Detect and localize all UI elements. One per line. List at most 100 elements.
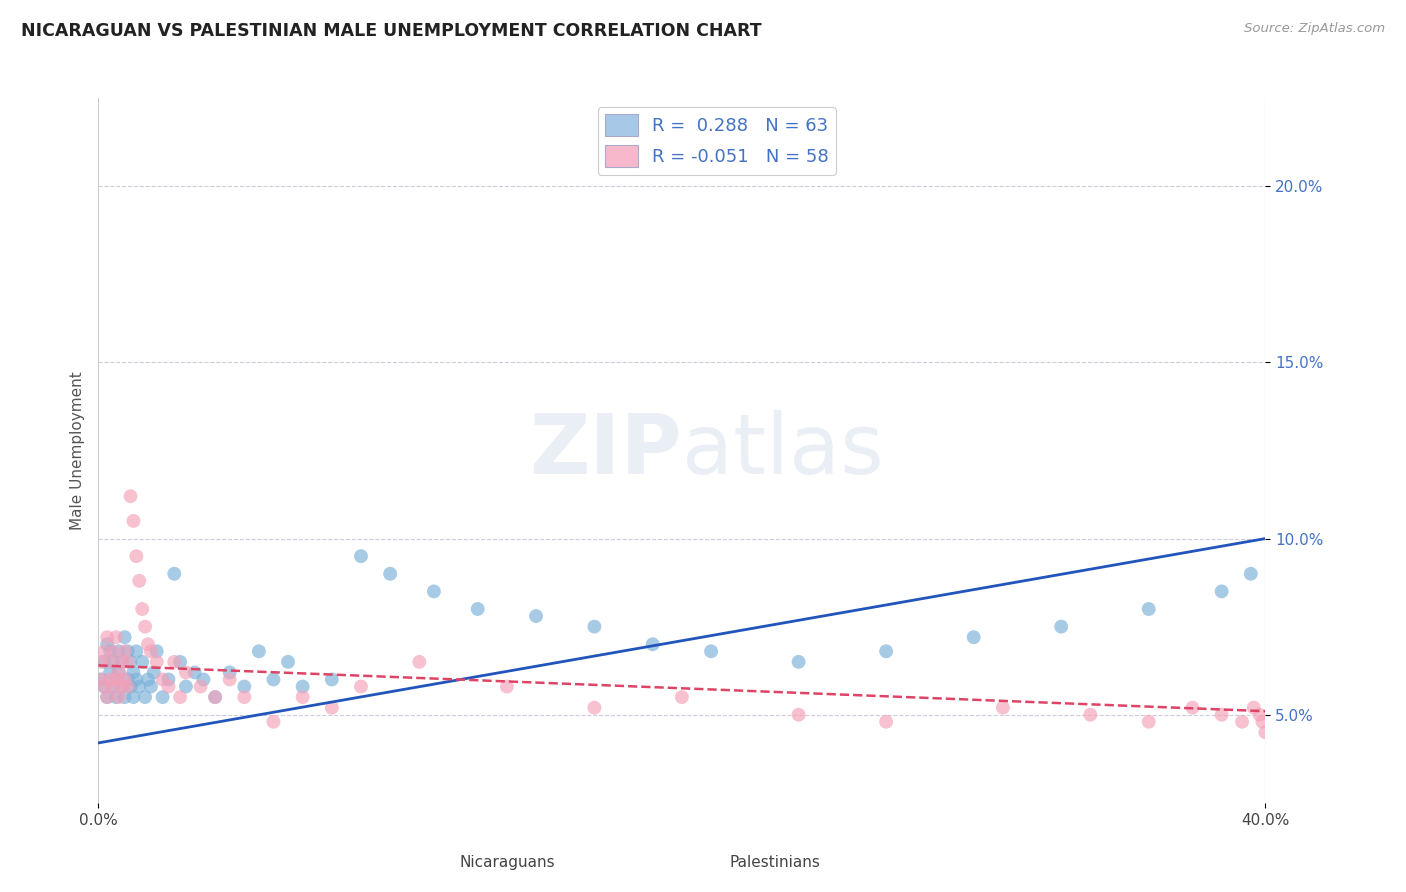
Point [122, 665, 145, 680]
Point [120, 680, 142, 694]
Point [111, 655, 134, 669]
Point [496, 680, 519, 694]
Point [1137, 714, 1160, 729]
Point [93, 655, 115, 669]
Point [524, 609, 547, 624]
Point [108, 665, 131, 680]
Point [991, 700, 1014, 714]
Text: Source: ZipAtlas.com: Source: ZipAtlas.com [1244, 22, 1385, 36]
Point [101, 655, 124, 669]
Point [142, 665, 165, 680]
Point [93, 644, 115, 658]
Point [93, 680, 115, 694]
Point [787, 707, 810, 722]
Point [321, 700, 343, 714]
Point [114, 644, 136, 658]
Point [96, 630, 118, 644]
Point [190, 680, 212, 694]
Point [291, 680, 314, 694]
Point [169, 655, 191, 669]
Point [101, 644, 124, 658]
Point [98, 644, 121, 658]
Point [128, 680, 150, 694]
Point [233, 690, 256, 705]
Point [423, 584, 446, 599]
Point [321, 673, 343, 687]
Point [671, 690, 693, 705]
Legend: R =  0.288   N = 63, R = -0.051   N = 58: R = 0.288 N = 63, R = -0.051 N = 58 [598, 107, 837, 175]
Point [90, 673, 112, 687]
Point [787, 655, 810, 669]
Point [117, 644, 139, 658]
Point [1080, 707, 1102, 722]
Point [700, 644, 723, 658]
Point [104, 673, 127, 687]
Point [1243, 700, 1265, 714]
Point [96, 690, 118, 705]
Point [262, 673, 284, 687]
Point [108, 665, 131, 680]
Point [117, 673, 139, 687]
Point [131, 655, 153, 669]
Point [104, 630, 127, 644]
Point [157, 680, 180, 694]
Point [136, 637, 159, 651]
Point [204, 690, 226, 705]
Point [104, 673, 127, 687]
Point [408, 655, 430, 669]
Point [169, 690, 191, 705]
Point [122, 514, 145, 528]
Point [157, 673, 180, 687]
Point [101, 680, 124, 694]
Point [146, 655, 169, 669]
Point [233, 680, 256, 694]
Point [467, 602, 489, 616]
Point [146, 644, 169, 658]
Point [875, 714, 897, 729]
Point [98, 673, 121, 687]
Point [875, 644, 897, 658]
Point [108, 644, 131, 658]
Point [291, 690, 314, 705]
Text: Palestinians: Palestinians [730, 855, 821, 870]
Point [114, 673, 136, 687]
Point [125, 673, 148, 687]
Point [134, 690, 156, 705]
Point [163, 566, 186, 581]
Point [139, 680, 162, 694]
Point [193, 673, 215, 687]
Point [98, 655, 121, 669]
Point [128, 574, 150, 588]
Point [1050, 619, 1073, 633]
Y-axis label: Male Unemployment: Male Unemployment [69, 371, 84, 530]
Point [136, 673, 159, 687]
Point [90, 655, 112, 669]
Point [1251, 714, 1274, 729]
Point [218, 673, 240, 687]
Point [1249, 707, 1271, 722]
Point [98, 665, 121, 680]
Point [96, 690, 118, 705]
Point [111, 655, 134, 669]
Point [125, 549, 148, 564]
Point [1181, 700, 1204, 714]
Point [139, 644, 162, 658]
Point [1240, 566, 1263, 581]
Point [111, 680, 134, 694]
Point [204, 690, 226, 705]
Point [93, 680, 115, 694]
Point [120, 489, 142, 503]
Point [125, 644, 148, 658]
Point [114, 690, 136, 705]
Text: NICARAGUAN VS PALESTINIAN MALE UNEMPLOYMENT CORRELATION CHART: NICARAGUAN VS PALESTINIAN MALE UNEMPLOYM… [21, 22, 762, 40]
Point [131, 602, 153, 616]
Point [120, 655, 142, 669]
Point [1211, 707, 1233, 722]
Point [134, 619, 156, 633]
Point [262, 714, 284, 729]
Text: atlas: atlas [682, 410, 883, 491]
Point [641, 637, 664, 651]
Point [218, 665, 240, 680]
Point [183, 665, 205, 680]
Point [163, 655, 186, 669]
